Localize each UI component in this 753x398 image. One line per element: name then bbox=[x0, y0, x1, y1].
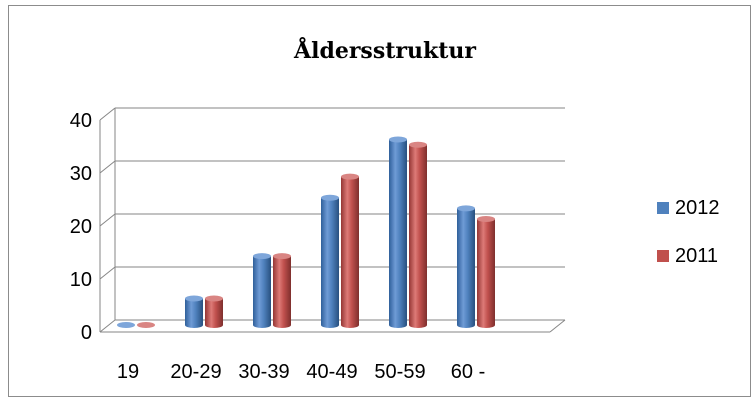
legend-swatch-2012 bbox=[657, 202, 669, 214]
legend-label-2012: 2012 bbox=[675, 197, 720, 219]
bar-2012-60 - bbox=[457, 205, 475, 328]
bar-2011-30-39 bbox=[273, 253, 291, 328]
x-tick-label: 20-29 bbox=[170, 361, 221, 383]
legend: 2012 2011 bbox=[657, 197, 720, 267]
gridline-side bbox=[99, 266, 116, 280]
bars bbox=[117, 136, 495, 328]
bar-top bbox=[389, 136, 407, 143]
x-tick-labels: 19 20-29 30-39 40-49 50-59 60 - bbox=[117, 361, 485, 383]
bar-2012-20-29 bbox=[185, 295, 203, 328]
bar-top bbox=[273, 253, 291, 260]
gridline-side bbox=[99, 213, 116, 227]
bar-top bbox=[137, 322, 155, 328]
gridline-side bbox=[99, 107, 116, 121]
y-tick-label: 30 bbox=[70, 163, 92, 185]
bar-body bbox=[409, 144, 427, 328]
x-tick-label: 50-59 bbox=[374, 361, 425, 383]
bar-2011-20-29 bbox=[205, 295, 223, 328]
bar-body bbox=[321, 197, 339, 328]
bar-top bbox=[185, 295, 203, 302]
x-tick-label: 30-39 bbox=[238, 361, 289, 383]
bar-2012-30-39 bbox=[253, 253, 271, 328]
bar-2012-19 bbox=[117, 322, 135, 328]
bar-2012-50-59 bbox=[389, 136, 407, 328]
gridline-side bbox=[99, 319, 116, 333]
bar-top bbox=[321, 194, 339, 201]
bar-top bbox=[253, 253, 271, 260]
y-tick-label: 0 bbox=[81, 322, 92, 344]
x-tick-label: 40-49 bbox=[306, 361, 357, 383]
bar-2011-60 - bbox=[477, 216, 495, 328]
y-tick-label: 20 bbox=[70, 216, 92, 238]
legend-swatch-2011 bbox=[657, 250, 669, 262]
legend-label-2011: 2011 bbox=[675, 245, 718, 267]
bar-top bbox=[205, 295, 223, 302]
floor-right-edge bbox=[549, 319, 566, 333]
bar-body bbox=[341, 176, 359, 328]
y-tick-label: 40 bbox=[70, 110, 92, 132]
bar-body bbox=[477, 219, 495, 328]
bar-top bbox=[117, 322, 135, 328]
bar-top bbox=[341, 173, 359, 180]
x-tick-label: 19 bbox=[117, 361, 139, 383]
bar-body bbox=[185, 298, 203, 328]
bar-body bbox=[389, 139, 407, 328]
bar-body bbox=[457, 208, 475, 328]
bar-body bbox=[273, 256, 291, 328]
y-tick-labels: 0 10 20 30 40 bbox=[70, 110, 92, 344]
bar-2011-40-49 bbox=[341, 173, 359, 328]
bar-2012-40-49 bbox=[321, 194, 339, 328]
chart-title: Åldersstruktur bbox=[293, 37, 476, 64]
gridline-side bbox=[99, 160, 116, 174]
y-tick-label: 10 bbox=[70, 269, 92, 291]
bar-body bbox=[205, 298, 223, 328]
x-tick-label: 60 - bbox=[451, 361, 485, 383]
bar-2011-50-59 bbox=[409, 141, 427, 328]
bar-body bbox=[253, 256, 271, 328]
bar-2011-19 bbox=[137, 322, 155, 328]
bar-top bbox=[457, 205, 475, 212]
bar-top bbox=[409, 141, 427, 148]
bar-top bbox=[477, 216, 495, 222]
axes bbox=[99, 108, 566, 333]
